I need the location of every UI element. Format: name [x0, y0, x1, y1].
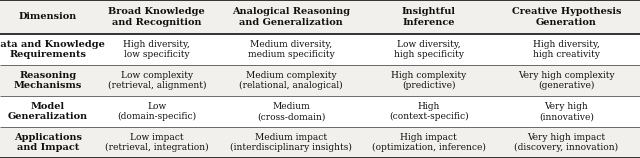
- Text: Analogical Reasoning
and Generalization: Analogical Reasoning and Generalization: [232, 7, 350, 27]
- Text: Model
Generalization: Model Generalization: [8, 102, 88, 121]
- Bar: [493, 34, 640, 65]
- Bar: [96, 34, 218, 65]
- Bar: [218, 34, 365, 65]
- Text: Medium complexity
(relational, analogical): Medium complexity (relational, analogica…: [239, 70, 343, 90]
- Text: Very high
(innovative): Very high (innovative): [539, 102, 594, 121]
- Text: Reasoning
Mechanisms: Reasoning Mechanisms: [14, 71, 82, 90]
- Bar: [218, 127, 365, 158]
- Text: Low diversity,
high specificity: Low diversity, high specificity: [394, 40, 464, 59]
- Bar: [493, 127, 640, 158]
- Text: Low
(domain-specific): Low (domain-specific): [117, 102, 196, 122]
- Bar: [493, 96, 640, 127]
- Text: Low impact
(retrieval, integration): Low impact (retrieval, integration): [105, 133, 209, 152]
- Bar: [0, 96, 96, 127]
- Text: Insightful
Inference: Insightful Inference: [402, 7, 456, 27]
- Text: Medium impact
(interdisciplinary insights): Medium impact (interdisciplinary insight…: [230, 133, 352, 152]
- Bar: [218, 96, 365, 127]
- Text: Creative Hypothesis
Generation: Creative Hypothesis Generation: [511, 7, 621, 27]
- Bar: [96, 0, 218, 34]
- Bar: [0, 0, 96, 34]
- Bar: [218, 65, 365, 96]
- Text: Broad Knowledge
and Recognition: Broad Knowledge and Recognition: [108, 7, 205, 27]
- Text: Very high complexity
(generative): Very high complexity (generative): [518, 70, 614, 90]
- Text: Applications
and Impact: Applications and Impact: [14, 133, 82, 152]
- Bar: [365, 34, 493, 65]
- Text: Very high impact
(discovery, innovation): Very high impact (discovery, innovation): [515, 133, 618, 152]
- Bar: [493, 0, 640, 34]
- Bar: [96, 127, 218, 158]
- Bar: [0, 65, 96, 96]
- Bar: [365, 127, 493, 158]
- Bar: [0, 34, 96, 65]
- Text: Medium
(cross-domain): Medium (cross-domain): [257, 102, 325, 121]
- Bar: [493, 65, 640, 96]
- Text: Low complexity
(retrieval, alignment): Low complexity (retrieval, alignment): [108, 70, 206, 90]
- Bar: [365, 65, 493, 96]
- Bar: [365, 0, 493, 34]
- Bar: [218, 0, 365, 34]
- Text: High diversity,
high creativity: High diversity, high creativity: [533, 40, 600, 59]
- Bar: [96, 65, 218, 96]
- Bar: [0, 127, 96, 158]
- Text: Data and Knowledge
Requirements: Data and Knowledge Requirements: [0, 40, 104, 59]
- Text: High
(context-specific): High (context-specific): [389, 102, 468, 122]
- Bar: [96, 96, 218, 127]
- Bar: [365, 96, 493, 127]
- Text: Dimension: Dimension: [19, 12, 77, 21]
- Text: High diversity,
low specificity: High diversity, low specificity: [124, 40, 190, 59]
- Text: Medium diversity,
medium specificity: Medium diversity, medium specificity: [248, 40, 335, 59]
- Text: High complexity
(predictive): High complexity (predictive): [391, 70, 467, 90]
- Text: High impact
(optimization, inference): High impact (optimization, inference): [372, 133, 486, 152]
